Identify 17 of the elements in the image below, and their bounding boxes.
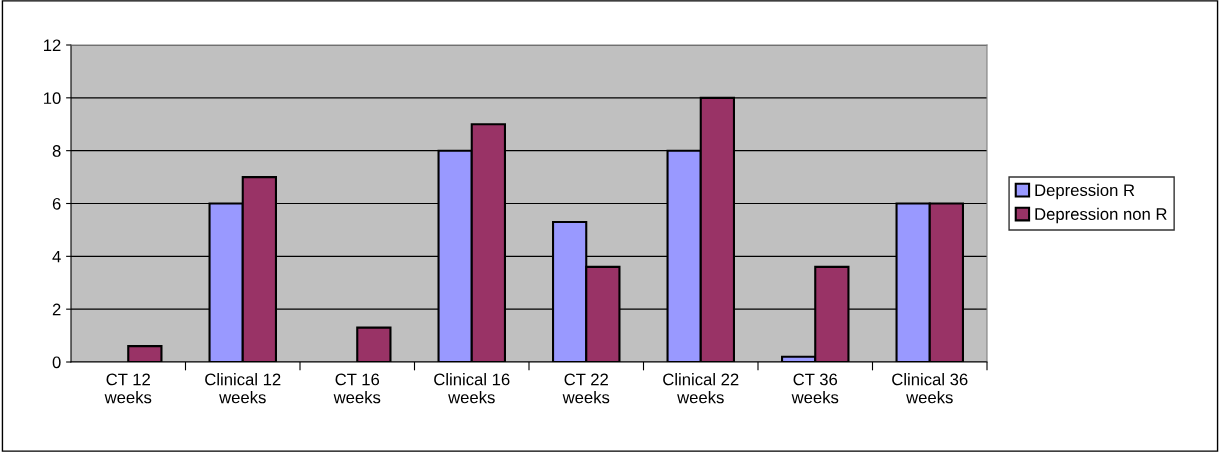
y-tick-label: 12	[44, 39, 61, 52]
y-tick-label: 0	[52, 356, 61, 369]
legend-label: Depression R	[1035, 183, 1135, 200]
x-tick-label: CT 22 weeks	[562, 373, 610, 404]
x-tick-label: CT 12 weeks	[104, 373, 152, 404]
x-tick-label: CT 16 weeks	[333, 373, 381, 404]
y-tick-label: 6	[52, 197, 61, 210]
x-tick-label: Clinical 36 weeks	[892, 373, 968, 404]
x-tick-label: CT 36 weeks	[791, 373, 839, 404]
y-tick-label: 10	[44, 92, 61, 105]
x-tick-label: Clinical 12 weeks	[205, 373, 281, 404]
y-tick-label: 2	[52, 303, 61, 316]
y-tick-label: 8	[52, 145, 61, 157]
legend-label: Depression non R	[1035, 207, 1167, 224]
x-tick-label: Clinical 22 weeks	[663, 373, 739, 404]
y-tick-label: 4	[52, 250, 61, 263]
x-tick-label: Clinical 16 weeks	[434, 373, 510, 404]
